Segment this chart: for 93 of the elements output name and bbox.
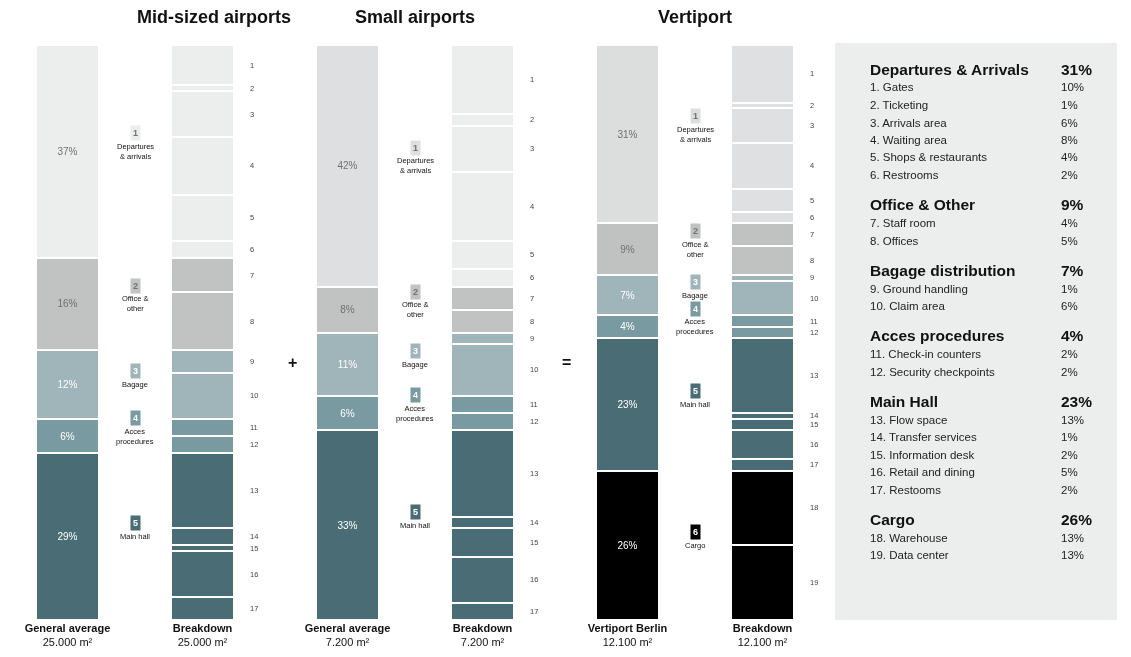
data-label: 23% — [617, 398, 638, 410]
text: 3 — [693, 277, 699, 287]
category-label: 4. Waiting area — [870, 134, 948, 146]
data-label: 29% — [57, 531, 78, 543]
data-label: 4% — [1061, 151, 1078, 163]
annotation: = — [562, 354, 572, 371]
text: 23% — [1061, 393, 1093, 410]
category-label: 12. Security checkpoints — [870, 366, 995, 378]
data-label: 10% — [1061, 81, 1085, 93]
x-tick-label: General average 7.200 m² — [304, 622, 391, 649]
data-label: 7% — [620, 289, 635, 301]
text: Bagage distribution — [870, 262, 1016, 279]
data-label: 13% — [1061, 549, 1085, 561]
x-tick-label: General average 25.000 m² — [24, 622, 111, 649]
data-label: 37% — [57, 145, 78, 157]
data-label: 6% — [60, 430, 75, 442]
data-label: 5% — [1061, 235, 1078, 247]
category-label: 3. Arrivals area — [870, 117, 948, 129]
text: 3 — [413, 346, 419, 356]
category-label: 14. Transfer services — [870, 431, 977, 443]
text: 1 — [693, 111, 699, 121]
data-label: 2% — [1061, 449, 1078, 461]
text: Acces procedures — [870, 327, 1005, 344]
data-label: 6% — [1061, 300, 1078, 312]
category-label: 8. Offices — [870, 235, 919, 247]
data-label: 2% — [1061, 348, 1078, 360]
category-label: 19. Data center — [870, 549, 949, 561]
data-label: 6% — [1061, 117, 1078, 129]
category-label: 6. Restrooms — [870, 169, 939, 181]
text: 2 — [413, 287, 419, 297]
text: 1 — [133, 128, 139, 138]
data-label: 1% — [1061, 283, 1078, 295]
data-label: 8% — [340, 304, 355, 315]
text: 1 — [413, 143, 419, 153]
text: 3 — [133, 366, 139, 376]
text: Departures & Arrivals — [870, 61, 1029, 78]
text: 9% — [1061, 196, 1084, 213]
annotation: + — [288, 354, 298, 371]
data-label: 5% — [1061, 466, 1078, 478]
category-label: 13. Flow space — [870, 414, 948, 426]
text: 4 — [133, 413, 139, 423]
x-tick-label: Vertiport Berlin 12.100 m² — [587, 622, 668, 649]
category-label: 11. Check-in counters — [870, 348, 982, 360]
data-label: 42% — [337, 160, 358, 172]
data-label: 2% — [1061, 169, 1078, 181]
text: 4 — [413, 390, 419, 400]
text: Main Hall — [870, 393, 939, 410]
data-label: 2% — [1061, 484, 1078, 496]
data-label: 4% — [1061, 217, 1078, 229]
data-label: 9% — [620, 243, 635, 255]
x-tick-label: Breakdown 25.000 m² — [172, 622, 233, 649]
chart-title: Mid-sized airports — [137, 7, 292, 27]
text: 2 — [133, 281, 139, 291]
category-label: 1. Gates — [870, 81, 914, 93]
text: Cargo — [870, 511, 915, 528]
text: 4% — [1061, 327, 1084, 344]
data-label: 1% — [1061, 99, 1078, 111]
category-label: 5. Shops & restaurants — [870, 151, 988, 163]
data-label: 13% — [1061, 532, 1085, 544]
text: 2 — [693, 226, 699, 236]
category-label: 7. Staff room — [870, 217, 936, 229]
data-label: 16% — [57, 298, 78, 310]
data-label: 13% — [1061, 414, 1085, 426]
data-label: 6% — [340, 407, 355, 419]
category-label: 2. Ticketing — [870, 99, 929, 111]
x-tick-label: Breakdown 12.100 m² — [732, 622, 793, 649]
text: 31% — [1061, 61, 1093, 78]
data-label: 8% — [1061, 134, 1078, 146]
text: Office & Other — [870, 196, 976, 213]
data-label: 26% — [617, 539, 638, 551]
text: 26% — [1061, 511, 1093, 528]
x-tick-label: Breakdown 7.200 m² — [452, 622, 513, 649]
data-label: 12% — [57, 378, 78, 390]
data-label: 11% — [337, 358, 358, 370]
text: 5 — [693, 386, 699, 396]
category-label: 9. Ground handling — [870, 283, 968, 295]
text: 6 — [693, 527, 699, 537]
category-label: 18. Warehouse — [870, 532, 948, 544]
text: 4 — [693, 304, 699, 314]
data-label: 31% — [617, 128, 638, 140]
category-label: 16. Retail and dining — [870, 466, 975, 478]
category-label: 10. Claim area — [870, 300, 946, 312]
category-label: 17. Restooms — [870, 484, 942, 496]
category-label: 15. Information desk — [870, 449, 975, 461]
data-label: 2% — [1061, 366, 1078, 378]
data-label: 4% — [620, 321, 635, 333]
data-label: 33% — [337, 519, 358, 531]
text: 5 — [133, 518, 139, 528]
data-label: 1% — [1061, 431, 1078, 443]
chart-title: Small airports — [355, 7, 476, 27]
text: 5 — [413, 507, 419, 517]
text: 7% — [1061, 262, 1084, 279]
chart-title: Vertiport — [658, 7, 733, 27]
